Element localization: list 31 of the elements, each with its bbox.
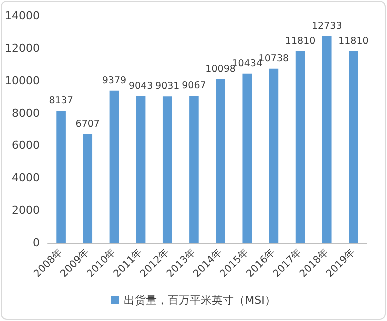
legend-label: 出货量，百万平米英寸（MSI） xyxy=(124,294,276,307)
bar xyxy=(56,111,66,243)
y-tick-label: 6000 xyxy=(12,139,40,152)
data-label: 9031 xyxy=(156,81,180,92)
data-label: 11810 xyxy=(338,36,369,48)
bar xyxy=(83,134,93,243)
data-label: 12733 xyxy=(312,21,342,32)
bar xyxy=(349,52,358,243)
bar xyxy=(216,79,226,243)
data-label: 8137 xyxy=(49,96,74,107)
data-label: 9067 xyxy=(182,80,206,92)
bar xyxy=(136,96,146,243)
bar xyxy=(190,96,199,243)
y-tick-label: 0 xyxy=(33,236,40,250)
bar xyxy=(269,68,279,243)
y-tick-label: 10000 xyxy=(5,74,40,88)
y-tick-label: 8000 xyxy=(12,106,40,120)
data-label: 6707 xyxy=(76,118,100,130)
bar xyxy=(296,52,306,243)
bar xyxy=(110,90,120,243)
bar xyxy=(242,74,252,243)
y-tick-label: 12000 xyxy=(5,42,40,55)
data-label: 9379 xyxy=(102,75,127,86)
y-tick-label: 2000 xyxy=(12,204,40,218)
data-label: 9043 xyxy=(128,80,154,92)
bar xyxy=(162,96,172,243)
data-label: 11810 xyxy=(285,36,316,48)
data-label: 10098 xyxy=(206,64,236,75)
y-tick-label: 4000 xyxy=(12,172,40,185)
bar xyxy=(322,36,332,243)
y-tick-label: 14000 xyxy=(5,10,40,22)
